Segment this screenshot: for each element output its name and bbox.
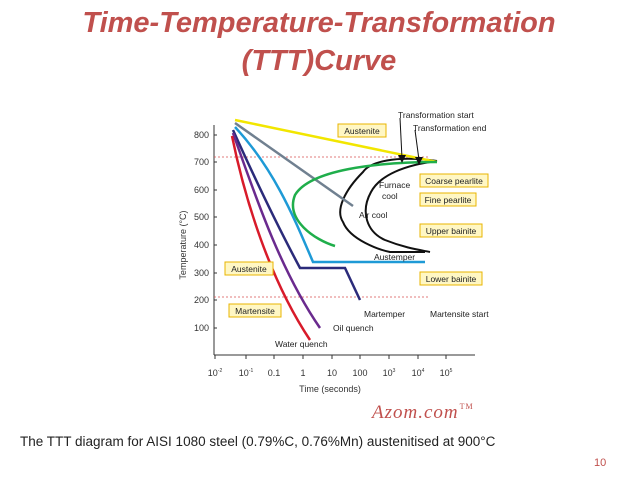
furnace-cool-label: Furnace bbox=[379, 180, 410, 190]
upper-bainite-label: Upper bainite bbox=[426, 226, 477, 236]
x-tick-label: 1 bbox=[300, 368, 305, 378]
diagram-background bbox=[175, 100, 495, 400]
austemper-label: Austemper bbox=[374, 252, 415, 262]
slide-caption: The TTT diagram for AISI 1080 steel (0.7… bbox=[20, 434, 496, 449]
water-quench-path bbox=[230, 135, 312, 341]
page-number: 10 bbox=[594, 457, 607, 469]
y-tick-label: 500 bbox=[194, 212, 209, 222]
x-axis-title: Time (seconds) bbox=[299, 384, 361, 394]
x-tick-label: 103 bbox=[383, 368, 396, 378]
y-tick-label: 400 bbox=[194, 240, 209, 250]
y-tick-label: 600 bbox=[194, 185, 209, 195]
austemper-path bbox=[234, 126, 425, 264]
martemper-path bbox=[231, 129, 362, 301]
transformation-end-curve bbox=[364, 160, 438, 253]
martensite-label: Martensite bbox=[235, 306, 275, 316]
austenite-left-label: Austenite bbox=[231, 264, 267, 274]
y-axis-title: Temperature (°C) bbox=[178, 210, 188, 279]
austenite-top-box bbox=[337, 123, 387, 138]
transformation-start-label: Transformation start bbox=[398, 110, 474, 120]
martensite-start-label: Martensite start bbox=[430, 309, 489, 319]
x-tick-label: 0.1 bbox=[268, 368, 281, 378]
end-arrow-icon bbox=[415, 157, 423, 165]
lower-bainite-label: Lower bainite bbox=[426, 274, 477, 284]
x-tick-label: 10-2 bbox=[208, 368, 223, 378]
furnace-cool-label: cool bbox=[382, 191, 398, 201]
start-pointer bbox=[399, 117, 403, 159]
y-tick-label: 700 bbox=[194, 157, 209, 167]
air-cool-path bbox=[234, 121, 354, 208]
austenite-left-box bbox=[224, 261, 274, 276]
fine-pearlite-label: Fine pearlite bbox=[425, 195, 472, 205]
water-quench-label: Water quench bbox=[275, 339, 328, 349]
martensite-box bbox=[228, 303, 282, 318]
ttt-diagram: 800 700 600 500 400 300 200 100 Temperat… bbox=[175, 100, 495, 400]
fine-pearlite-box bbox=[419, 192, 477, 207]
x-tick-label: 105 bbox=[440, 368, 453, 378]
air-cool-label: Air cool bbox=[359, 210, 387, 220]
green-quench-path bbox=[291, 160, 438, 248]
coarse-pearlite-label: Coarse pearlite bbox=[425, 176, 483, 186]
transformation-end-label: Transformation end bbox=[413, 123, 487, 133]
y-tick-label: 800 bbox=[194, 130, 209, 140]
martemper-label: Martemper bbox=[364, 309, 405, 319]
x-tick-label: 100 bbox=[352, 368, 367, 378]
x-tick-label: 10 bbox=[327, 368, 337, 378]
y-tick-label: 300 bbox=[194, 268, 209, 278]
oil-quench-path bbox=[231, 132, 322, 329]
coarse-pearlite-box bbox=[419, 173, 489, 188]
lower-bainite-box bbox=[419, 271, 483, 286]
slide-title-line1: Time-Temperature-Transformation bbox=[82, 7, 556, 39]
x-tick-label: 104 bbox=[412, 368, 425, 378]
x-tick-label: 10-1 bbox=[239, 368, 254, 378]
y-tick-label: 200 bbox=[194, 295, 209, 305]
austenite-top-label: Austenite bbox=[344, 126, 380, 136]
upper-bainite-box bbox=[419, 223, 483, 238]
oil-quench-label: Oil quench bbox=[333, 323, 374, 333]
y-tick-label: 100 bbox=[194, 323, 209, 333]
end-pointer bbox=[414, 129, 420, 161]
slide-title-line2: (TTT)Curve bbox=[241, 45, 397, 77]
azom-logo: Azom.comTM bbox=[372, 402, 474, 423]
start-arrow-icon bbox=[398, 155, 406, 163]
